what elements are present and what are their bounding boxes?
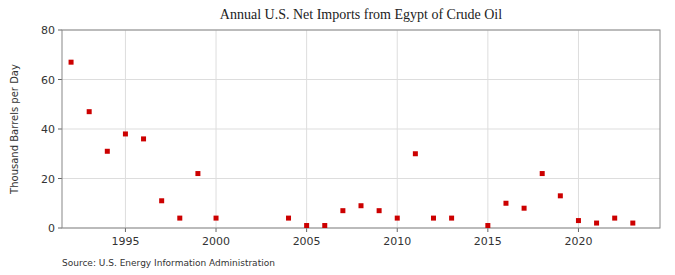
points (69, 60, 636, 228)
x-tick-label: 2000 (202, 235, 230, 248)
y-tick-label: 20 (41, 173, 55, 186)
point (87, 109, 92, 114)
point (214, 216, 219, 221)
point (322, 223, 327, 228)
point (304, 223, 309, 228)
point (340, 208, 345, 213)
x-tick (306, 228, 307, 232)
x-tick (125, 228, 126, 232)
x-tick-label: 2005 (293, 235, 321, 248)
point (395, 216, 400, 221)
point (558, 193, 563, 198)
x-tick (578, 228, 579, 232)
point (594, 221, 599, 226)
point (286, 216, 291, 221)
y-tick (58, 79, 62, 80)
grid (62, 30, 660, 228)
x-grid-line (578, 30, 579, 228)
point (576, 218, 581, 223)
title: Annual U.S. Net Imports from Egypt of Cr… (220, 7, 502, 22)
point (177, 216, 182, 221)
point (377, 208, 382, 213)
y-tick (58, 30, 62, 31)
point (159, 198, 164, 203)
x-tick-label: 1995 (111, 235, 139, 248)
y-tick (58, 228, 62, 229)
point (449, 216, 454, 221)
x-tick (487, 228, 488, 232)
x-tick-label: 2020 (564, 235, 592, 248)
x-tick-label: 2010 (383, 235, 411, 248)
x-tick (397, 228, 398, 232)
x-grid-line (397, 30, 398, 228)
chart: 0 20 40 60 80 1995 2000 2005 2010 2015 2020 Annual … (0, 0, 675, 275)
point (485, 223, 490, 228)
x-tick (216, 228, 217, 232)
point (503, 201, 508, 206)
point (413, 151, 418, 156)
y-tick-label: 60 (41, 74, 55, 87)
point (195, 171, 200, 176)
y-tick-label: 80 (41, 24, 55, 37)
point (540, 171, 545, 176)
x-grid-line (216, 30, 217, 228)
point (431, 216, 436, 221)
point (123, 131, 128, 136)
x-grid-line (125, 30, 126, 228)
point (105, 149, 110, 154)
y-grid-line (62, 79, 660, 80)
y-grid-line (62, 129, 660, 130)
y-tick-label: 40 (41, 123, 55, 136)
point (612, 216, 617, 221)
x-grid-line (487, 30, 488, 228)
y-axis-label: Thousand Barrels per Day (9, 64, 20, 195)
point (141, 136, 146, 141)
y-tick-label: 0 (48, 222, 55, 235)
y-tick (58, 178, 62, 179)
point (359, 203, 364, 208)
point (69, 60, 74, 65)
point (522, 206, 527, 211)
point (630, 221, 635, 226)
y-grid-line (62, 178, 660, 179)
plot-frame (62, 30, 660, 228)
source-note: Source: U.S. Energy Information Administ… (62, 258, 275, 268)
x-tick-label: 2015 (474, 235, 502, 248)
y-tick (58, 129, 62, 130)
x-grid-line (306, 30, 307, 228)
